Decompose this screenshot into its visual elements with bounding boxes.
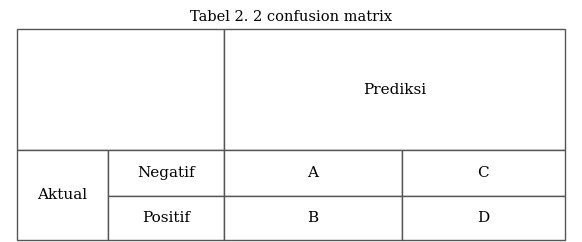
Text: A: A <box>307 166 318 180</box>
Bar <box>108 150 224 196</box>
Text: Negatif: Negatif <box>137 166 195 180</box>
Text: Positif: Positif <box>142 211 190 225</box>
Text: D: D <box>477 211 489 225</box>
Bar <box>17 29 224 150</box>
Text: C: C <box>477 166 489 180</box>
Bar <box>108 196 224 240</box>
Bar <box>402 196 565 240</box>
Bar <box>224 196 402 240</box>
Text: B: B <box>307 211 318 225</box>
Bar <box>224 29 565 150</box>
Text: Aktual: Aktual <box>37 188 88 202</box>
Bar <box>402 150 565 196</box>
Bar <box>17 150 108 240</box>
Bar <box>224 150 402 196</box>
Text: Tabel 2. 2 confusion matrix: Tabel 2. 2 confusion matrix <box>190 10 392 24</box>
Text: Prediksi: Prediksi <box>363 83 426 97</box>
